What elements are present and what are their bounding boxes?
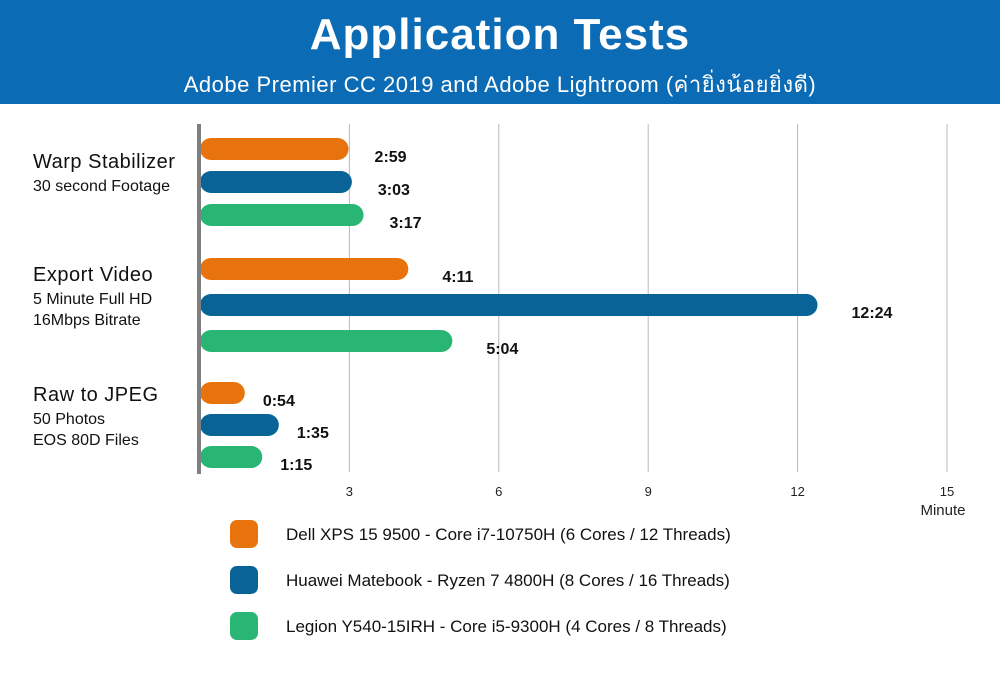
x-tick-label: 15 <box>940 484 954 499</box>
x-tick-label: 6 <box>495 484 502 499</box>
header-banner: Application Tests Adobe Premier CC 2019 … <box>0 0 1000 104</box>
x-tick-label: 9 <box>645 484 652 499</box>
data-label: 1:15 <box>280 457 312 474</box>
legend-swatch-huawei <box>230 566 258 594</box>
bar-0-2 <box>200 204 364 226</box>
data-label: 1:35 <box>297 425 329 442</box>
bar-2-2 <box>200 446 263 468</box>
bar-1-2 <box>200 330 453 352</box>
legend-swatch-dell <box>230 520 258 548</box>
legend-swatch-legion <box>230 612 258 640</box>
category-label: Warp Stabilizer <box>33 151 175 173</box>
data-label: 12:24 <box>852 305 893 322</box>
data-label: 3:17 <box>389 215 421 232</box>
chart-title: Application Tests <box>309 10 691 59</box>
legend-label-dell: Dell XPS 15 9500 - Core i7-10750H (6 Cor… <box>286 525 731 544</box>
category-sublabel: 30 second Footage <box>33 178 170 195</box>
category-sublabel: EOS 80D Files <box>33 432 139 449</box>
data-label: 5:04 <box>486 341 518 358</box>
data-label: 4:11 <box>442 269 473 286</box>
category-sublabel: 16Mbps Bitrate <box>33 312 141 329</box>
category-sublabel: 5 Minute Full HD <box>33 291 152 308</box>
category-sublabel: 50 Photos <box>33 411 105 428</box>
category-label: Export Video <box>33 264 153 286</box>
chart-subtitle: Adobe Premier CC 2019 and Adobe Lightroo… <box>183 72 817 97</box>
bar-chart: 3 6 9 12 15 Minute 2:59 3:03 3:17 Warp Stabilizer… <box>33 124 966 519</box>
data-label: 2:59 <box>375 149 407 166</box>
bar-2-0 <box>200 382 245 404</box>
bar-0-0 <box>200 138 349 160</box>
bar-1-0 <box>200 258 409 280</box>
y-axis-line <box>197 124 201 474</box>
bar-2-1 <box>200 414 279 436</box>
category-label: Raw to JPEG <box>33 384 159 406</box>
data-label: 3:03 <box>378 182 410 199</box>
bar-1-1 <box>200 294 818 316</box>
x-tick-label: 3 <box>346 484 353 499</box>
bar-0-1 <box>200 171 352 193</box>
x-tick-label: 12 <box>790 484 804 499</box>
x-axis-label: Minute <box>920 502 965 519</box>
legend-label-legion: Legion Y540-15IRH - Core i5-9300H (4 Cor… <box>286 617 727 636</box>
data-label: 0:54 <box>263 393 295 410</box>
legend-label-huawei: Huawei Matebook - Ryzen 7 4800H (8 Cores… <box>286 571 730 590</box>
